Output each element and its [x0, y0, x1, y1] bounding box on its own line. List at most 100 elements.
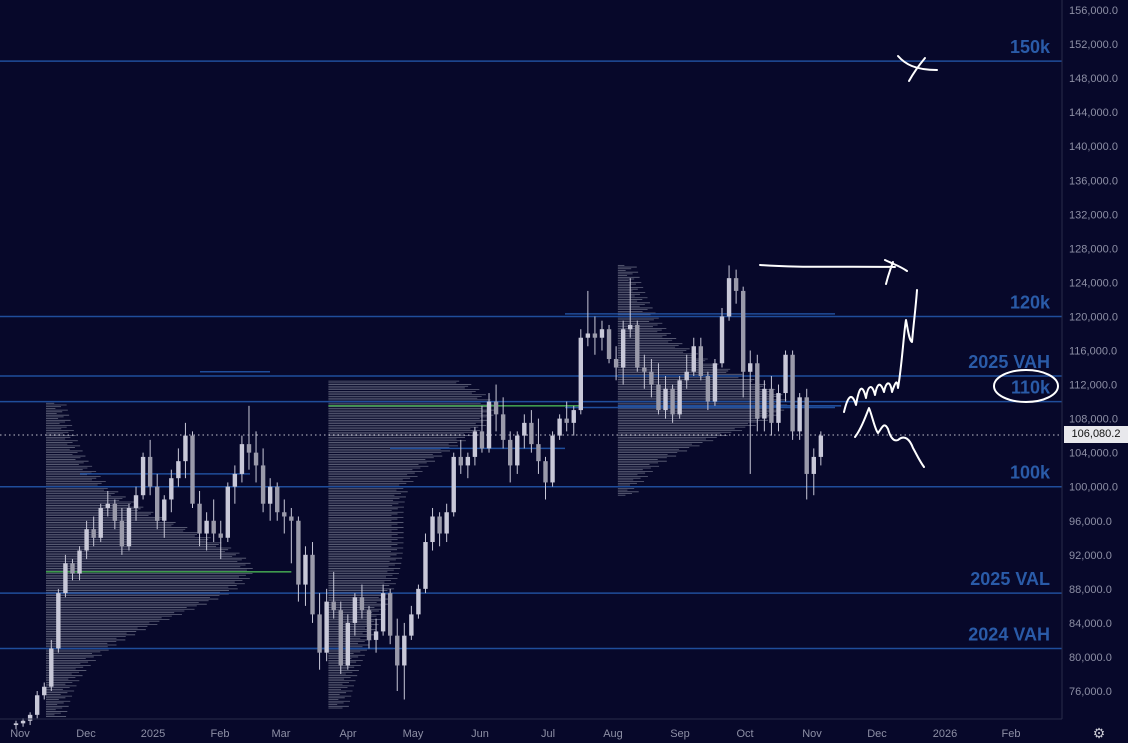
- candle-body: [225, 486, 230, 538]
- y-tick-label: 132,000.0: [1069, 209, 1118, 221]
- candle-body: [345, 622, 351, 666]
- candle-body: [56, 593, 61, 649]
- candle-body: [260, 465, 266, 504]
- candle-body: [557, 418, 562, 436]
- level-label: 2025 VAL: [970, 569, 1050, 589]
- x-tick-label: Jun: [471, 728, 489, 740]
- candle-body: [585, 333, 591, 338]
- candle-body: [465, 456, 471, 466]
- x-tick-label: Apr: [339, 728, 356, 740]
- x-tick-label: Dec: [867, 728, 887, 740]
- candles-layer: [13, 265, 824, 730]
- candle-body: [126, 507, 132, 547]
- candle-body: [472, 431, 478, 457]
- candle-body: [762, 388, 767, 419]
- candle-body: [63, 563, 68, 594]
- candle-body: [387, 593, 393, 636]
- candle-body: [705, 376, 711, 402]
- candle-body: [564, 418, 569, 423]
- candle-body: [755, 363, 760, 419]
- y-tick-label: 148,000.0: [1069, 73, 1118, 85]
- last-price-tag: 106,080.2: [1064, 426, 1128, 443]
- candle-body: [317, 614, 322, 653]
- y-tick-label: 152,000.0: [1069, 39, 1118, 51]
- candle-body: [430, 516, 435, 543]
- arrow-x-mark: [759, 259, 908, 285]
- candle-body: [599, 329, 605, 338]
- candle-body: [522, 422, 527, 436]
- candle-body: [550, 435, 555, 483]
- candle-body: [649, 371, 654, 385]
- candle-body: [91, 529, 96, 538]
- y-tick-label: 108,000.0: [1069, 414, 1118, 426]
- y-tick-label: 120,000.0: [1069, 311, 1118, 323]
- candle-body: [27, 714, 33, 721]
- candle-body: [578, 337, 583, 411]
- candle-body: [719, 316, 725, 364]
- candle-body: [197, 503, 202, 534]
- candle-body: [635, 324, 640, 368]
- x-tick-label: Sep: [670, 728, 690, 740]
- volume-profile-layer: [46, 264, 842, 717]
- x-tick-label: Mar: [272, 728, 291, 740]
- y-tick-label: 136,000.0: [1069, 175, 1118, 187]
- candle-body: [289, 516, 294, 521]
- candle-body: [642, 367, 647, 372]
- candle-body: [740, 290, 746, 372]
- x-mark-150k: [897, 55, 938, 82]
- candle-body: [712, 363, 718, 402]
- candle-body: [698, 346, 704, 377]
- gear-icon[interactable]: ⚙: [1092, 725, 1106, 741]
- candle-body: [656, 384, 661, 411]
- candle-body: [310, 554, 315, 615]
- candle-body: [416, 588, 421, 615]
- candle-body: [232, 473, 238, 487]
- candle-body: [42, 686, 47, 696]
- level-label: 110k: [1011, 378, 1051, 398]
- x-tick-label: Nov: [802, 728, 822, 740]
- candle-body: [352, 597, 358, 623]
- x-tick-label: May: [403, 728, 424, 740]
- x-tick-label: 2025: [141, 728, 165, 740]
- candle-body: [769, 388, 774, 423]
- candle-body: [493, 401, 499, 415]
- candle-body: [20, 720, 26, 724]
- candle-body: [804, 397, 809, 474]
- y-tick-label: 80,000.0: [1069, 652, 1112, 664]
- x-tick-label: Jul: [541, 728, 555, 740]
- level-label: 120k: [1010, 292, 1051, 312]
- candle-body: [49, 648, 54, 687]
- candle-body: [204, 520, 209, 534]
- y-tick-label: 92,000.0: [1069, 550, 1112, 562]
- candle-body: [515, 435, 520, 466]
- candle-body: [303, 554, 308, 585]
- candle-body: [500, 414, 506, 440]
- candle-body: [620, 329, 626, 368]
- candle-body: [324, 601, 329, 653]
- candle-body: [70, 563, 75, 574]
- candle-body: [190, 435, 195, 504]
- y-tick-label: 116,000.0: [1069, 346, 1117, 358]
- candle-body: [34, 695, 40, 715]
- y-tick-label: 112,000.0: [1069, 380, 1117, 392]
- candle-body: [628, 324, 633, 330]
- candle-body: [592, 333, 598, 338]
- bullish-path-sketch: [843, 289, 918, 413]
- candle-body: [458, 456, 463, 466]
- candle-body: [663, 388, 668, 411]
- candle-body: [402, 635, 407, 666]
- candle-body: [176, 461, 181, 479]
- candle-body: [536, 444, 541, 462]
- candle-body: [105, 503, 110, 508]
- y-tick-label: 88,000.0: [1069, 584, 1112, 596]
- candle-body: [77, 550, 82, 574]
- candle-body: [606, 329, 612, 360]
- price-levels-layer: 150k 120k 2025 VAH 110k 100k 2025 VAL 2024 VAH: [0, 37, 1062, 650]
- candle-body: [451, 456, 456, 513]
- candle-body: [84, 529, 89, 551]
- candle-body: [748, 363, 753, 372]
- circle-110k: [993, 369, 1059, 403]
